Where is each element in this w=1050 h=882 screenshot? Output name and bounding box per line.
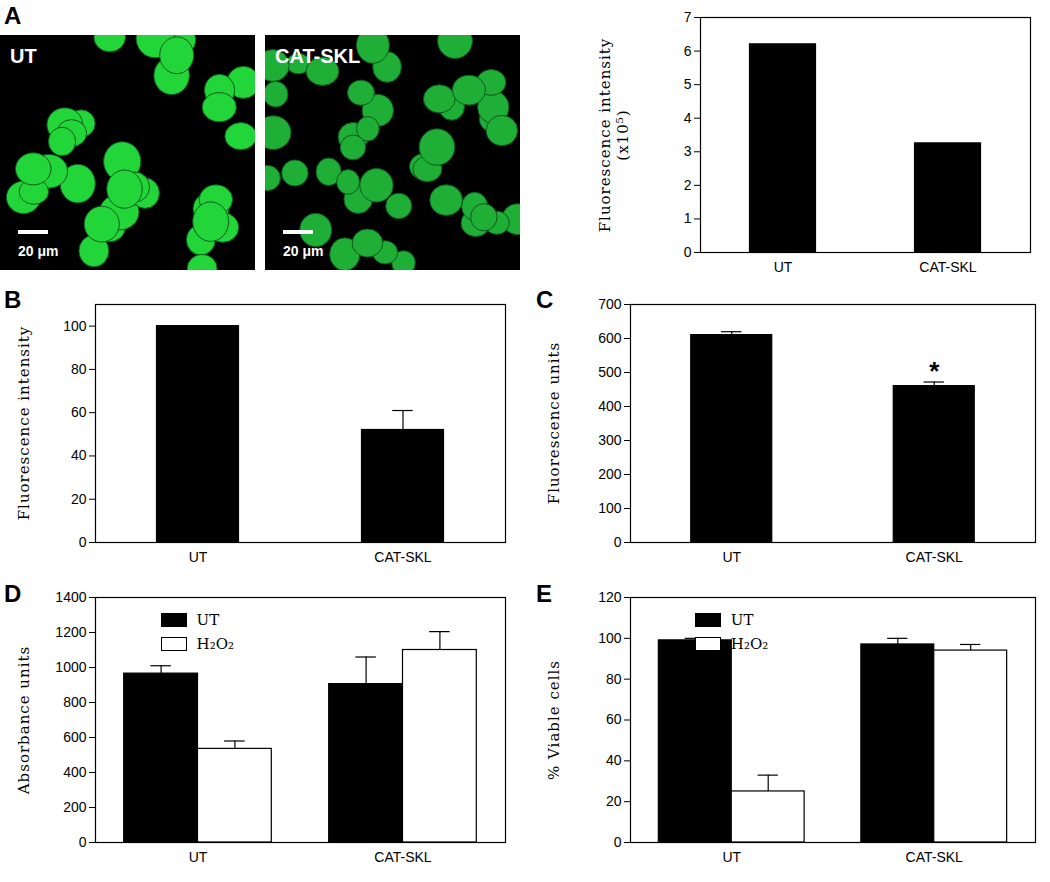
svg-text:CAT-SKL: CAT-SKL <box>906 849 964 865</box>
svg-text:40: 40 <box>606 752 622 768</box>
svg-text:20 μm: 20 μm <box>18 243 58 259</box>
svg-text:0: 0 <box>79 834 87 850</box>
svg-text:80: 80 <box>606 671 622 687</box>
svg-text:0: 0 <box>614 534 622 550</box>
svg-text:CAT-SKL: CAT-SKL <box>275 45 360 67</box>
svg-text:100: 100 <box>63 318 87 334</box>
html-text:Absorbance units: Absorbance units <box>15 645 33 794</box>
svg-text:80: 80 <box>71 361 87 377</box>
html-text:C: C <box>536 286 554 313</box>
svg-text:5: 5 <box>684 76 692 92</box>
svg-text:20: 20 <box>71 491 87 507</box>
svg-text:300: 300 <box>598 432 622 448</box>
svg-text:2: 2 <box>684 177 692 193</box>
html-text:UT: UT <box>730 611 754 629</box>
svg-text:20: 20 <box>606 793 622 809</box>
html-text:D: D <box>4 580 22 607</box>
svg-text:*: * <box>929 356 940 386</box>
svg-text:UT: UT <box>722 849 741 865</box>
svg-text:100: 100 <box>598 500 622 516</box>
svg-text:20 μm: 20 μm <box>283 243 323 259</box>
html-text:H₂O₂: H₂O₂ <box>730 635 769 653</box>
svg-text:6: 6 <box>684 43 692 59</box>
svg-text:60: 60 <box>606 711 622 727</box>
html-text:E: E <box>536 580 552 607</box>
svg-text:120: 120 <box>598 589 622 605</box>
svg-text:1400: 1400 <box>55 589 86 605</box>
svg-text:4: 4 <box>684 110 692 126</box>
svg-text:800: 800 <box>63 694 87 710</box>
svg-text:UT: UT <box>10 45 37 67</box>
svg-text:CAT-SKL: CAT-SKL <box>374 549 432 565</box>
svg-text:60: 60 <box>71 404 87 420</box>
svg-text:400: 400 <box>598 398 622 414</box>
svg-text:CAT-SKL: CAT-SKL <box>906 549 964 565</box>
svg-text:600: 600 <box>598 330 622 346</box>
svg-text:1: 1 <box>684 210 692 226</box>
svg-text:100: 100 <box>598 630 622 646</box>
svg-text:CAT-SKL: CAT-SKL <box>374 849 432 865</box>
svg-text:0: 0 <box>614 834 622 850</box>
html-text:B: B <box>4 286 22 313</box>
svg-text:CAT-SKL: CAT-SKL <box>919 259 977 275</box>
svg-text:0: 0 <box>79 534 87 550</box>
svg-text:700: 700 <box>598 296 622 312</box>
svg-text:UT: UT <box>189 849 208 865</box>
html-text:UT: UT <box>196 611 220 629</box>
html-text:% Viable cells: % Viable cells <box>545 659 563 780</box>
svg-text:UT: UT <box>189 549 208 565</box>
svg-text:40: 40 <box>71 447 87 463</box>
svg-text:UT: UT <box>722 549 741 565</box>
html-text:Fluorescence intensity (x10⁵): Fluorescence intensity (x10⁵) <box>596 37 632 232</box>
svg-text:0: 0 <box>684 244 692 260</box>
html-text:Fluorescence units: Fluorescence units <box>545 341 563 505</box>
svg-text:3: 3 <box>684 143 692 159</box>
svg-text:200: 200 <box>598 466 622 482</box>
svg-text:200: 200 <box>63 799 87 815</box>
svg-text:1000: 1000 <box>55 659 86 675</box>
html-text:H₂O₂: H₂O₂ <box>196 635 234 653</box>
svg-text:1200: 1200 <box>55 624 86 640</box>
svg-text:400: 400 <box>63 764 87 780</box>
html-text:A: A <box>4 2 22 29</box>
svg-text:500: 500 <box>598 364 622 380</box>
svg-text:600: 600 <box>63 729 87 745</box>
svg-text:7: 7 <box>684 9 692 25</box>
html-text:Fluorescence intensity: Fluorescence intensity <box>15 325 33 521</box>
svg-text:UT: UT <box>774 259 793 275</box>
